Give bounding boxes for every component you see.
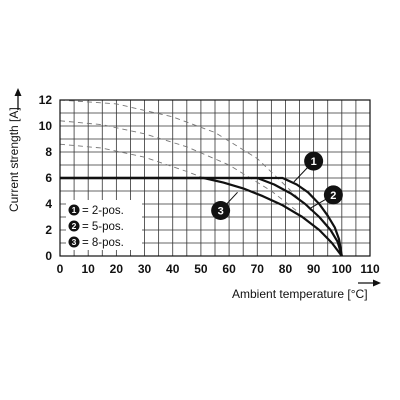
x-tick-label: 110	[360, 262, 380, 276]
dashed-curve-6	[59, 143, 204, 179]
x-tick-label: 30	[138, 262, 152, 276]
x-tick-label: 40	[166, 262, 180, 276]
x-tick-label: 80	[279, 262, 293, 276]
x-tick-label: 10	[82, 262, 96, 276]
x-tick-label: 100	[332, 262, 352, 276]
solid-curves	[60, 176, 343, 257]
series-line-8-pos	[60, 176, 343, 257]
legend-marker-number: 3	[72, 237, 77, 247]
legend-marker-number: 1	[72, 205, 77, 215]
plot-border	[59, 99, 371, 257]
y-axis-label: Current strength [A]	[7, 107, 21, 212]
x-tick-label: 90	[307, 262, 321, 276]
x-tick-label: 60	[222, 262, 236, 276]
x-axis-label: Ambient temperature [°C]	[232, 287, 368, 301]
y-tick-label: 0	[45, 249, 52, 263]
y-tick-label: 8	[45, 145, 52, 159]
dashed-curves	[59, 99, 314, 214]
x-tick-label: 70	[251, 262, 265, 276]
y-tick-label: 10	[39, 119, 53, 133]
legend-marker	[68, 236, 80, 248]
callout-marker	[304, 151, 324, 171]
curve-callouts: 1 2 3	[211, 151, 343, 220]
callout-marker	[323, 185, 343, 205]
legend-marker	[68, 220, 80, 232]
dashed-curve-4	[59, 99, 314, 214]
legend-entry-text: = 2-pos.	[82, 205, 124, 217]
plot-frame	[59, 99, 371, 257]
y-tick-label: 2	[45, 223, 52, 237]
y-tick-label: 12	[39, 93, 53, 107]
legend-entry-text: = 5-pos.	[82, 221, 124, 233]
legend-entry-text: = 8-pos.	[82, 237, 124, 249]
callout-number: 3	[218, 206, 224, 218]
y-tick-label: 6	[45, 171, 52, 185]
y-axis-arrow-head	[14, 88, 22, 96]
callout-marker	[211, 201, 231, 220]
legend-marker	[68, 204, 80, 216]
callout-number: 2	[330, 190, 336, 202]
x-tick-label: 0	[57, 262, 64, 276]
series-line-5-pos	[60, 176, 343, 257]
x-tick-label: 20	[110, 262, 124, 276]
legend: 1 = 2-pos. 2 = 5-pos. 3 = 8-pos.	[66, 200, 142, 250]
dashed-curve-5	[59, 120, 300, 214]
x-tick-label: 50	[194, 262, 208, 276]
series-line-2-pos	[60, 176, 343, 257]
legend-marker-number: 2	[72, 221, 77, 231]
x-axis-arrow-head	[373, 279, 381, 287]
y-tick-label: 4	[45, 197, 52, 211]
callout-number: 1	[311, 156, 317, 168]
